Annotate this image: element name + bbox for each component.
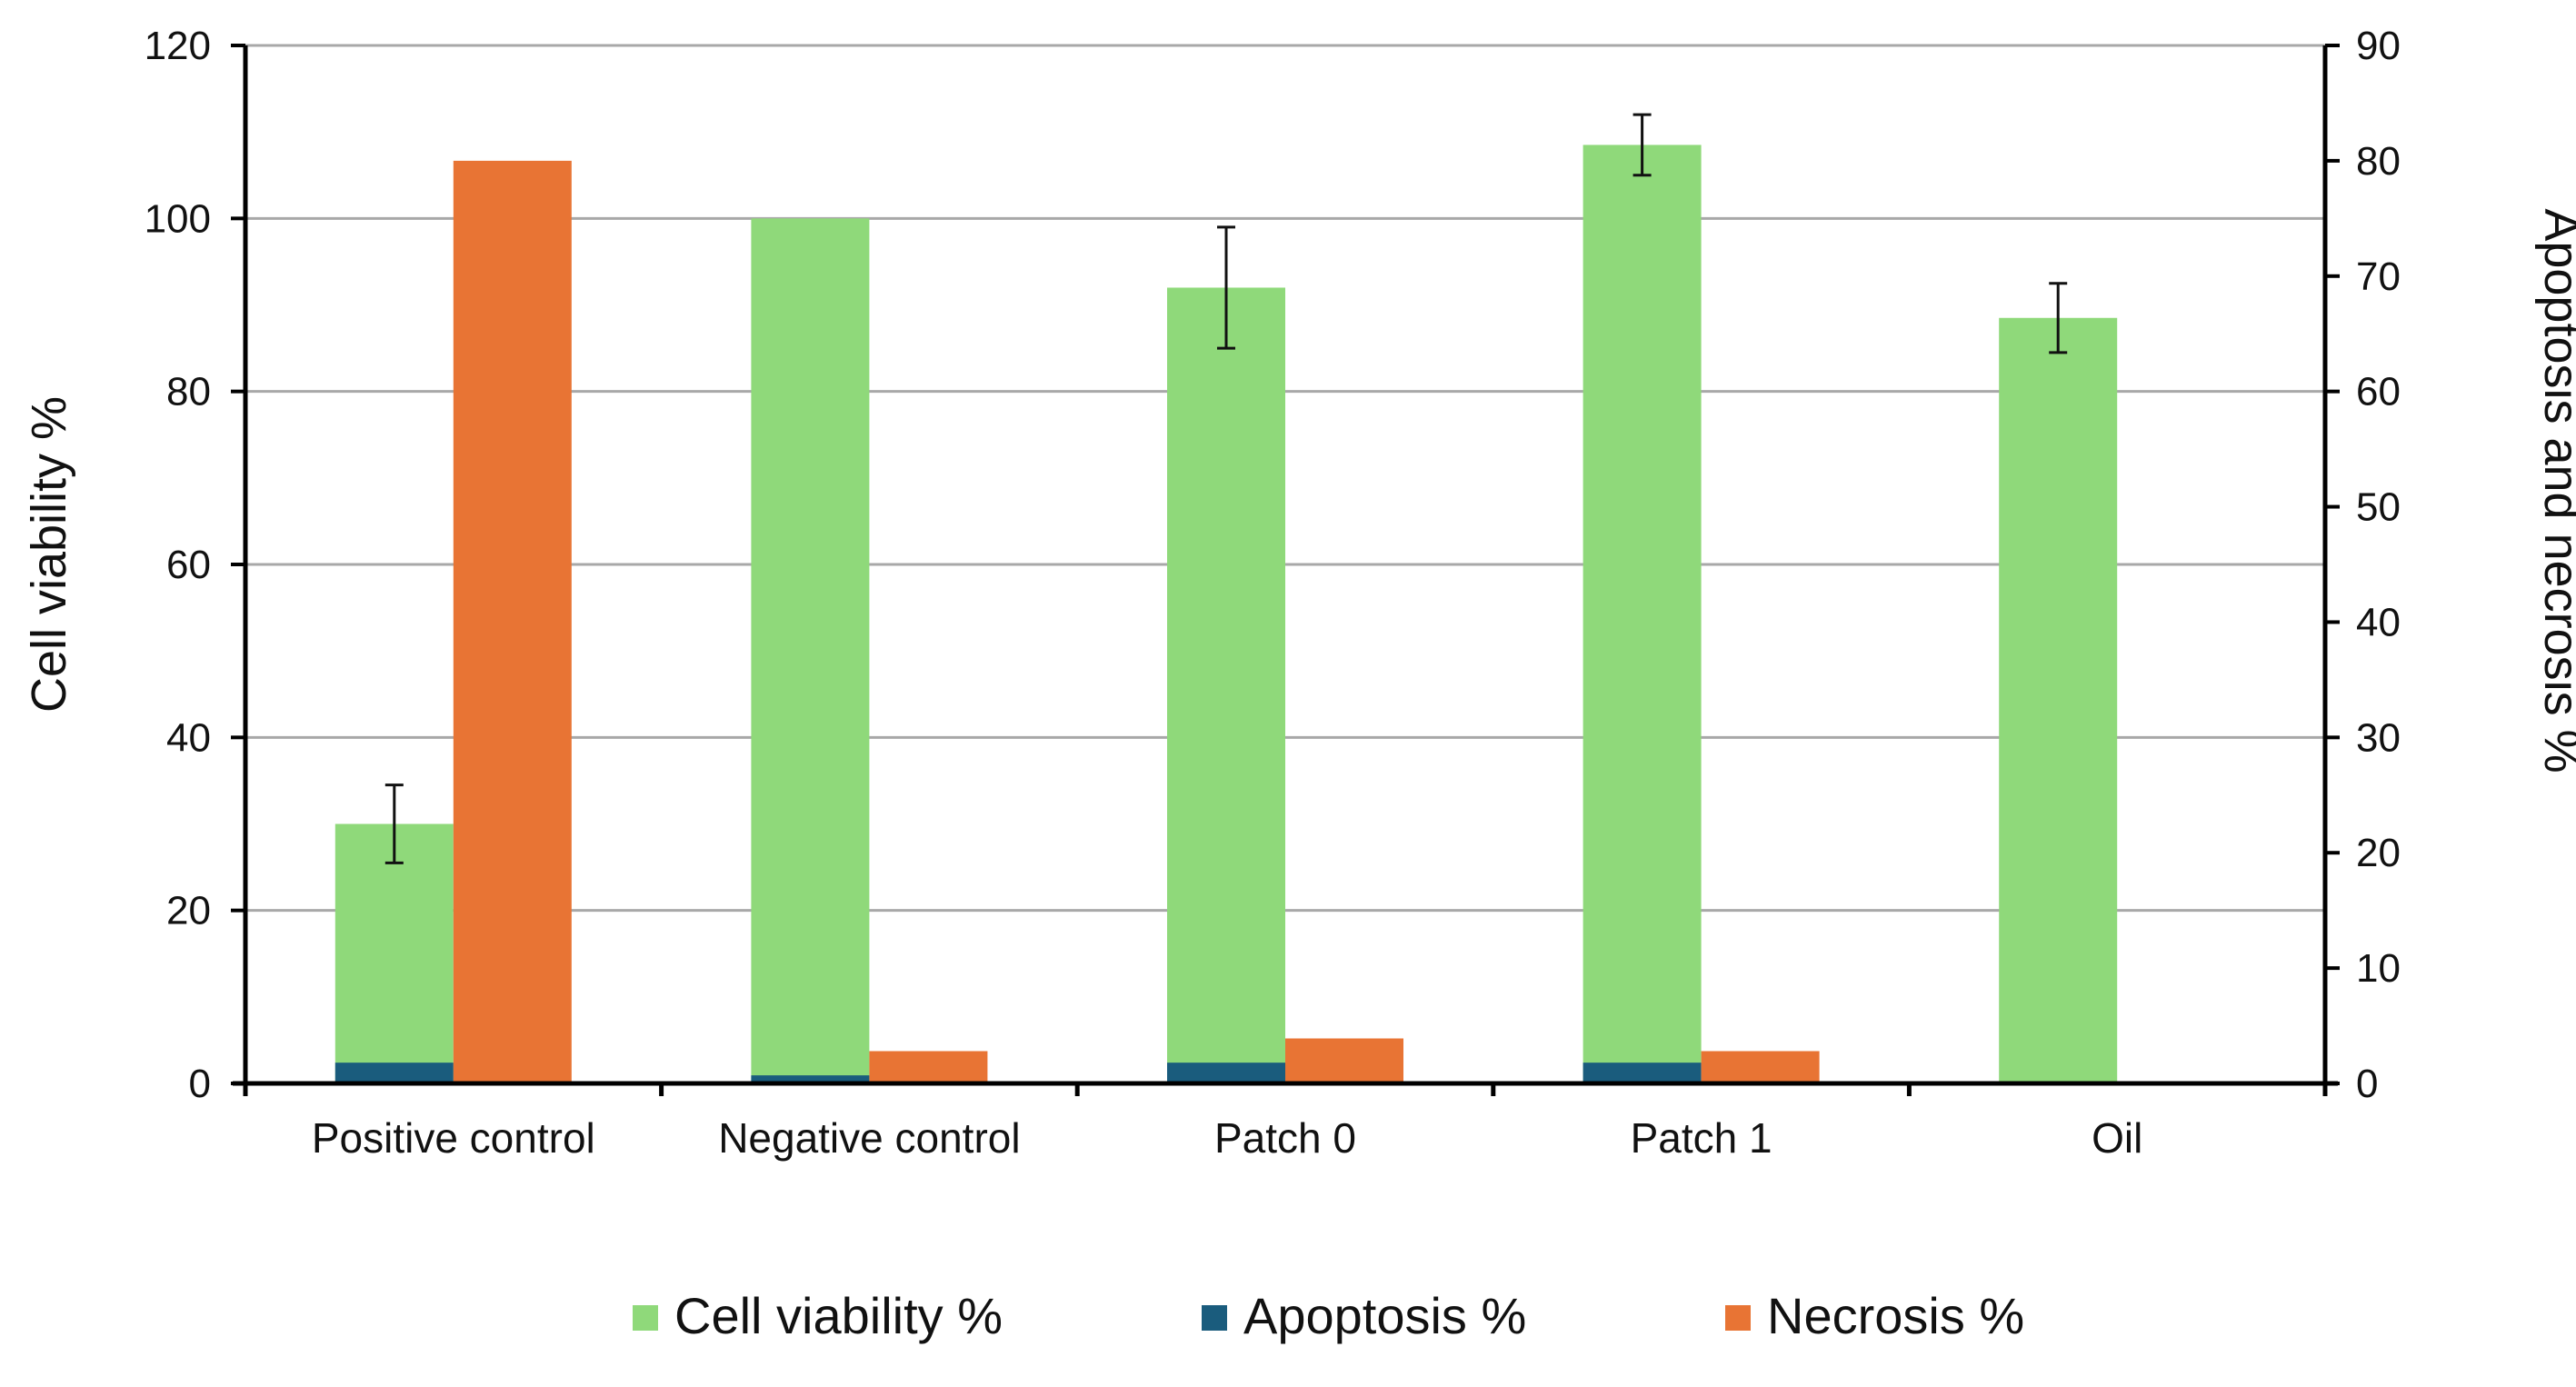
left-tick-label: 100 bbox=[145, 196, 211, 241]
right-tick-label: 90 bbox=[2356, 24, 2401, 68]
left-tick-label: 40 bbox=[166, 715, 211, 760]
left-tick-label: 80 bbox=[166, 370, 211, 414]
right-tick-label: 20 bbox=[2356, 831, 2401, 875]
x-tick-label: Patch 1 bbox=[1631, 1114, 1772, 1162]
bars bbox=[334, 145, 2118, 1084]
legend: Cell viability % Apoptosis % Necrosis % bbox=[633, 1287, 2024, 1344]
right-tick-label: 30 bbox=[2356, 715, 2401, 760]
right-tick-label: 70 bbox=[2356, 254, 2401, 299]
legend-swatch bbox=[1202, 1305, 1227, 1331]
right-tick-label: 40 bbox=[2356, 600, 2401, 644]
x-tick-label: Oil bbox=[2092, 1114, 2142, 1162]
error-bars bbox=[384, 113, 2068, 864]
right-tick-label: 50 bbox=[2356, 485, 2401, 530]
legend-swatch bbox=[633, 1305, 658, 1331]
bar-cell-viability bbox=[1583, 145, 1702, 1084]
x-tick-label: Patch 0 bbox=[1214, 1114, 1356, 1162]
left-axis-title: Cell viability % bbox=[22, 396, 76, 713]
bar-apoptosis bbox=[1583, 1063, 1702, 1083]
left-tick-label: 0 bbox=[189, 1062, 211, 1106]
bar-apoptosis bbox=[751, 1075, 870, 1083]
right-tick-label: 80 bbox=[2356, 139, 2401, 184]
right-axis-title: Apoptosis and necrosis % bbox=[2534, 208, 2576, 773]
x-tick-label: Negative control bbox=[718, 1114, 1020, 1162]
bar-apoptosis bbox=[1167, 1063, 1285, 1083]
bar-necrosis bbox=[869, 1051, 988, 1083]
bar-necrosis bbox=[1701, 1051, 1820, 1083]
bar-cell-viability bbox=[751, 218, 870, 1084]
bar-necrosis bbox=[453, 160, 572, 1083]
legend-label: Apoptosis % bbox=[1243, 1287, 1526, 1344]
bar-cell-viability bbox=[1167, 287, 1285, 1083]
right-tick-label: 60 bbox=[2356, 370, 2401, 414]
bar-necrosis bbox=[1285, 1038, 1403, 1083]
right-tick-label: 0 bbox=[2356, 1062, 2378, 1106]
legend-label: Cell viability % bbox=[674, 1287, 1003, 1344]
axes: Positive control Negative control Patch 0 P… bbox=[145, 24, 2401, 1162]
left-tick-label: 20 bbox=[166, 889, 211, 933]
bar-apoptosis bbox=[334, 1063, 454, 1083]
left-tick-label: 60 bbox=[166, 543, 211, 587]
legend-swatch bbox=[1725, 1305, 1751, 1331]
bar-cell-viability bbox=[1999, 317, 2118, 1083]
bar-cell-viability bbox=[334, 823, 454, 1083]
x-tick-label: Positive control bbox=[312, 1114, 595, 1162]
left-tick-label: 120 bbox=[145, 24, 211, 68]
right-tick-label: 10 bbox=[2356, 946, 2401, 991]
legend-label: Necrosis % bbox=[1767, 1287, 2024, 1344]
